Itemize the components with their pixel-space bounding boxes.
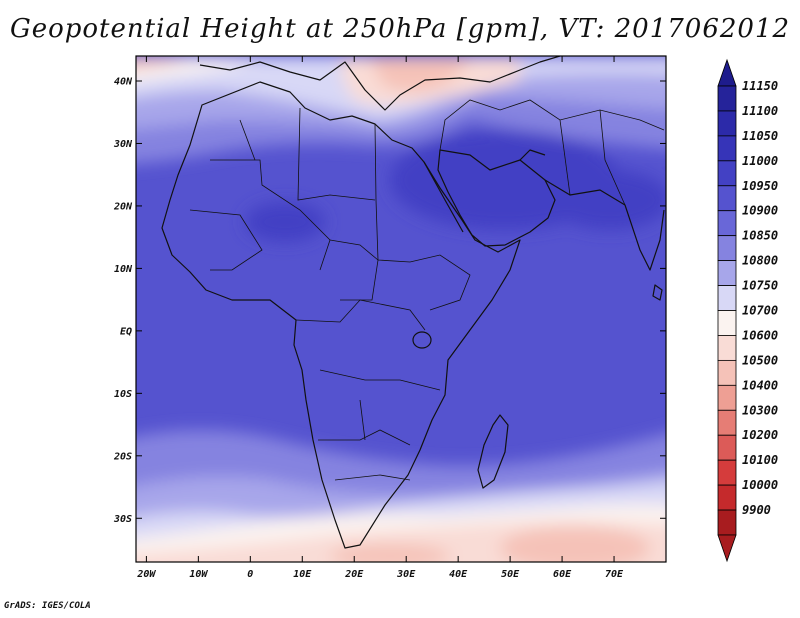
lat-tick-label: 30S — [113, 514, 132, 525]
lat-tick-label: 10S — [114, 389, 132, 400]
colorbar-swatch — [717, 260, 737, 286]
field-sa-low — [330, 544, 450, 562]
lat-tick-label: 20S — [113, 451, 132, 462]
colorbar-swatch — [717, 335, 737, 361]
lon-tick-label: 60E — [553, 569, 572, 580]
border-13 — [439, 99, 665, 151]
colorbar-swatch — [717, 210, 737, 237]
europe-coastline — [199, 56, 561, 111]
red-sea-line — [423, 161, 464, 233]
colorbar-level-label: 11050 — [742, 129, 778, 143]
lon-tick-label: 10W — [189, 569, 208, 580]
map-title: Geopotential Height at 250hPa [gpm], VT:… — [9, 14, 791, 44]
madagascar-coastline — [477, 414, 509, 489]
lon-tick-label: 30E — [396, 569, 416, 580]
grads-credit: GrADS: IGES/COLA — [4, 601, 91, 611]
colorbar-top-arrow — [717, 58, 737, 87]
field-nw-core — [136, 56, 190, 69]
arabia-coastline — [437, 149, 556, 247]
colorbar-level-label: 9900 — [742, 503, 771, 517]
colorbar-level-label: 10200 — [742, 428, 778, 442]
colorbar-swatch — [717, 509, 737, 536]
lake-victoria — [412, 331, 432, 349]
colorbar-level-label: 10000 — [742, 478, 778, 492]
lat-tick-label: 40N — [114, 76, 133, 87]
colorbar-swatch — [717, 235, 737, 262]
border-9 — [318, 429, 411, 446]
lat-tick-label: 10N — [114, 264, 133, 275]
colorbar-swatch — [717, 110, 737, 137]
colorbar-level-label: 10900 — [742, 204, 778, 218]
border-3 — [297, 107, 376, 201]
gulf-line — [519, 149, 546, 161]
africa-coastline — [161, 81, 521, 549]
colorbar-swatch — [717, 484, 737, 511]
colorbar-level-label: 10100 — [742, 453, 778, 467]
border-2 — [239, 119, 256, 161]
border-7 — [409, 254, 471, 311]
border-11 — [359, 399, 366, 441]
colorbar-level-label: 10600 — [742, 328, 778, 342]
coastlines — [161, 56, 665, 549]
lon-tick-label: 50E — [501, 569, 520, 580]
border-10 — [334, 474, 411, 481]
lat-tick-label: 20N — [113, 201, 133, 212]
colorbar-swatch — [717, 409, 737, 436]
colorbar-level-label: 10850 — [742, 229, 778, 243]
plot-frame — [135, 55, 667, 563]
field-india-max — [550, 170, 666, 230]
colorbar-swatch — [717, 85, 737, 112]
colorbar-level-label: 10400 — [742, 378, 778, 392]
border-12 — [189, 209, 263, 271]
colorbar-swatch — [717, 135, 737, 162]
colorbar-level-label: 11100 — [742, 104, 778, 118]
colorbar-swatch — [717, 459, 737, 486]
border-8 — [319, 369, 441, 391]
colorbar-level-label: 10300 — [742, 403, 778, 417]
lat-tick-label: EQ — [120, 326, 132, 337]
border-14 — [559, 119, 571, 196]
colorbar-swatch — [717, 359, 737, 386]
lon-tick-label: 20W — [136, 569, 156, 580]
sri-lanka-coastline — [652, 284, 663, 301]
border-15 — [599, 109, 626, 206]
field-sahel-max — [245, 202, 325, 242]
colorbar-level-label: 11000 — [742, 154, 778, 168]
lon-tick-label: 20E — [344, 569, 364, 580]
lon-tick-label: 10E — [293, 569, 312, 580]
colorbar-level-label: 10800 — [742, 254, 778, 268]
colorbar-level-label: 10500 — [742, 353, 778, 367]
colorbar-swatch — [717, 384, 737, 411]
height-field — [136, 56, 666, 562]
colorbar-level-label: 11150 — [742, 79, 778, 93]
lat-tick-label: 30N — [113, 139, 133, 150]
colorbar-level-label: 10950 — [742, 179, 778, 193]
colorbar-bottom-arrow — [717, 534, 737, 563]
lon-tick-label: 0 — [247, 569, 253, 580]
lon-tick-label: 70E — [605, 569, 624, 580]
border-4 — [374, 123, 411, 263]
field-indian-low — [500, 526, 650, 562]
colorbar-swatch — [717, 310, 737, 336]
border-1 — [210, 159, 331, 271]
map-axes: 40N 30N 20N 10N EQ 10S 20S 30S 20W 10W 0 10E 20E 30E 4… — [113, 56, 666, 580]
colorbar-level-label: 10700 — [742, 304, 778, 318]
colorbar-swatch — [717, 285, 737, 311]
colorbar-swatch — [717, 160, 737, 187]
colorbar-swatch — [717, 434, 737, 461]
asia-coastline — [544, 179, 665, 271]
colorbar-swatch — [717, 185, 737, 212]
colorbar-level-label: 10750 — [742, 279, 778, 293]
colorbar: 11150 11100 11050 11000 10950 10900 10850 10800… — [717, 58, 778, 563]
lon-tick-label: 40E — [449, 569, 468, 580]
country-borders — [189, 99, 665, 481]
border-6 — [295, 299, 426, 331]
field-aegean-core — [370, 56, 470, 92]
